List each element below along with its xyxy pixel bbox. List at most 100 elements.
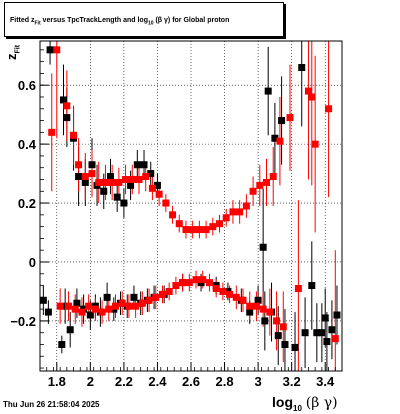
- grid-lines: [40, 41, 342, 371]
- data-point: [152, 293, 160, 301]
- data-point: [222, 214, 230, 222]
- data-point: [91, 305, 99, 313]
- data-point: [202, 226, 210, 234]
- error-bars: [42, 41, 338, 371]
- data-point: [249, 187, 257, 195]
- data-point: [128, 175, 136, 183]
- data-point: [147, 170, 155, 178]
- data-point: [179, 279, 187, 287]
- data-point: [229, 208, 237, 216]
- data-point: [333, 311, 341, 319]
- data-point: [122, 175, 130, 183]
- data-point: [148, 184, 156, 192]
- data-point: [132, 302, 140, 310]
- data-point: [276, 137, 284, 145]
- data-point: [286, 114, 294, 122]
- data-point: [59, 96, 67, 104]
- data-point: [85, 302, 93, 310]
- timestamp: Thu Jun 26 21:58:04 2025: [3, 400, 100, 409]
- data-point: [112, 302, 119, 310]
- data-point: [242, 202, 250, 210]
- data-point: [103, 293, 111, 301]
- data-point: [271, 134, 279, 142]
- data-point: [246, 308, 254, 316]
- data-point: [301, 329, 309, 337]
- data-point: [254, 296, 262, 304]
- data-point: [158, 290, 166, 298]
- data-point: [81, 178, 89, 186]
- data-point: [63, 102, 71, 110]
- data-point: [145, 296, 153, 304]
- data-point: [308, 282, 316, 290]
- data-point: [46, 46, 54, 54]
- data-point: [86, 311, 94, 319]
- x-tick-label: 2.6: [182, 374, 200, 389]
- data-point: [294, 285, 302, 292]
- data-point: [239, 296, 247, 304]
- data-point: [78, 308, 86, 316]
- data-point: [311, 140, 319, 148]
- data-point: [162, 199, 170, 207]
- y-axis-title: zFit: [4, 45, 22, 60]
- data-point: [331, 335, 339, 343]
- data-point: [108, 178, 116, 186]
- data-point: [75, 161, 83, 169]
- data-point: [100, 187, 108, 195]
- data-point: [53, 46, 61, 54]
- data-point: [269, 173, 277, 181]
- y-tick-label: 0.4: [18, 137, 37, 152]
- data-points: [39, 46, 341, 351]
- title-subscript: 10: [147, 20, 154, 27]
- data-point: [323, 338, 331, 346]
- data-point: [81, 173, 89, 181]
- data-point: [133, 161, 141, 169]
- data-point: [185, 279, 193, 287]
- x-tick-label: 3.2: [283, 374, 301, 389]
- data-point: [281, 340, 289, 348]
- data-point: [304, 87, 312, 95]
- data-point: [192, 276, 200, 284]
- x-tick-label: 3.4: [316, 374, 335, 389]
- data-point: [88, 161, 96, 169]
- data-point: [120, 199, 128, 207]
- data-point: [256, 181, 264, 189]
- data-point: [130, 293, 138, 301]
- x-axis-title-sub: 10: [293, 403, 302, 413]
- data-point: [135, 175, 143, 183]
- data-point: [313, 329, 321, 337]
- data-point: [138, 299, 146, 307]
- data-point: [325, 105, 333, 113]
- data-point: [308, 93, 316, 101]
- data-point: [298, 64, 306, 72]
- y-tick-label: −0.2: [10, 314, 36, 329]
- data-point: [291, 343, 299, 351]
- data-point: [279, 323, 287, 331]
- data-point: [209, 223, 217, 231]
- title-part: Fitted z: [10, 17, 35, 24]
- data-point: [252, 302, 260, 310]
- data-point: [261, 317, 269, 325]
- data-point: [236, 208, 244, 216]
- data-point: [205, 279, 213, 287]
- data-point: [199, 276, 207, 284]
- data-point: [328, 326, 336, 334]
- data-point: [70, 131, 78, 139]
- data-point: [266, 308, 274, 316]
- x-tick-label: 2: [87, 374, 94, 389]
- data-point: [115, 178, 123, 186]
- data-point: [56, 302, 64, 310]
- data-point: [48, 128, 56, 136]
- chart-title: Fitted zFit versus TpcTrackLength and lo…: [4, 2, 284, 37]
- data-point: [98, 308, 106, 316]
- data-point: [113, 193, 121, 201]
- tick-labels: 1.8 2 2.2 2.4 2.6 2.8 3 3.2 3.4 −0.2 0 0.2 0.4 0.6: [10, 78, 335, 389]
- data-point: [88, 170, 96, 178]
- data-point: [259, 243, 267, 251]
- data-point: [278, 117, 286, 125]
- x-tick-label: 2.4: [148, 374, 167, 389]
- data-point: [142, 173, 150, 181]
- x-tick-label: 2.2: [115, 374, 133, 389]
- data-point: [165, 287, 173, 295]
- title-part: (β γ) for Global proton: [153, 17, 230, 24]
